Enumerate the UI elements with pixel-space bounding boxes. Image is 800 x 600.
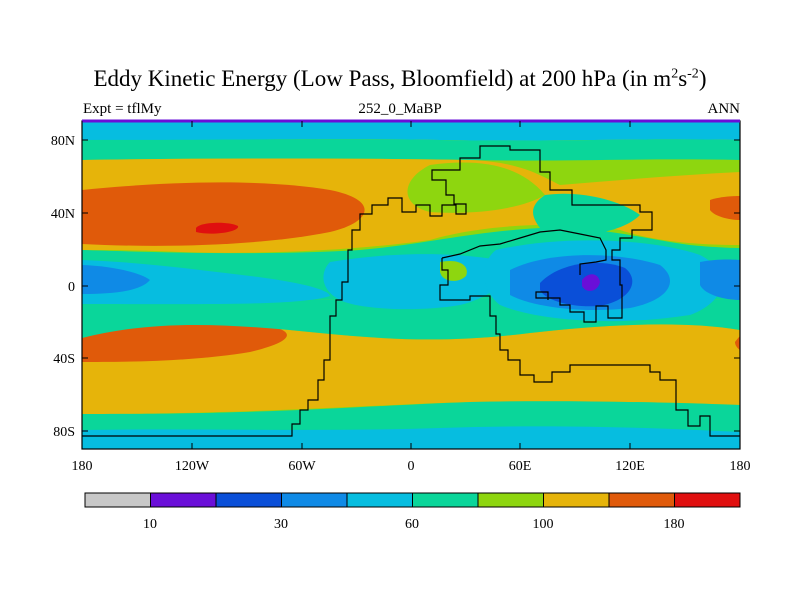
x-tick-label: 60E xyxy=(509,459,532,474)
y-tick-label: 40N xyxy=(51,207,75,222)
africa-antarctica-outline xyxy=(439,258,740,437)
x-tick-label: 120W xyxy=(175,459,210,474)
colorbar-label: 100 xyxy=(533,517,554,532)
field-africa-green xyxy=(440,260,467,281)
x-tick-label: 60W xyxy=(288,459,316,474)
y-tick-labels: 80N 40N 0 40S 80S xyxy=(51,134,75,440)
case-label: 252_0_MaBP xyxy=(358,101,442,117)
colorbar-label: 10 xyxy=(143,517,157,532)
field-peak-40n xyxy=(196,222,239,234)
field-band-85s xyxy=(82,426,740,449)
axis-ticks xyxy=(81,121,741,449)
field-band-85n xyxy=(82,121,740,142)
x-tick-label: 180 xyxy=(730,459,751,474)
contour-field xyxy=(82,121,740,449)
field-max-40n-west xyxy=(82,182,365,246)
colorbar-box xyxy=(674,492,741,508)
tibet-outline xyxy=(441,229,607,275)
field-max-40s-east xyxy=(735,336,740,350)
experiment-label: Expt = tflMy xyxy=(83,101,162,117)
y-tick-label: 40S xyxy=(53,352,75,367)
field-asia-green2 xyxy=(533,193,640,235)
colorbar-box xyxy=(477,492,544,508)
colorbar-box xyxy=(412,492,479,508)
colorbar-label: 180 xyxy=(664,517,685,532)
colorbar-label: 60 xyxy=(405,517,419,532)
y-tick-label: 80N xyxy=(51,134,75,149)
colorbar-labels: 10 30 60 100 180 xyxy=(143,517,685,532)
colorbar-box xyxy=(608,492,675,508)
colorbar-box xyxy=(543,492,610,508)
field-max-40s xyxy=(82,320,287,362)
x-tick-labels: 180 120W 60W 0 60E 120E 180 xyxy=(72,459,751,474)
colorbar-label: 30 xyxy=(274,517,288,532)
colorbar-box xyxy=(281,492,348,508)
eurasia-outline xyxy=(82,145,653,437)
colorbar xyxy=(84,492,741,508)
field-equator-west xyxy=(82,260,330,305)
x-tick-label: 0 xyxy=(408,459,415,474)
y-tick-label: 0 xyxy=(68,280,75,295)
chart-title: Eddy Kinetic Energy (Low Pass, Bloomfiel… xyxy=(93,66,707,91)
y-tick-label: 80S xyxy=(53,425,75,440)
season-label: ANN xyxy=(707,101,741,117)
colorbar-box xyxy=(84,492,151,508)
field-band-75n xyxy=(82,139,740,161)
colorbar-box xyxy=(150,492,217,508)
field-equator-asia-min xyxy=(582,274,600,291)
x-tick-label: 120E xyxy=(615,459,645,474)
colorbar-box xyxy=(215,492,282,508)
x-tick-label: 180 xyxy=(72,459,93,474)
colorbar-box xyxy=(346,492,413,508)
field-equator-west-min xyxy=(82,265,150,294)
field-equator-dateline xyxy=(700,259,740,300)
field-max-40n-east xyxy=(710,196,740,220)
continent-outlines xyxy=(82,145,740,437)
field-asia-green xyxy=(407,162,545,213)
